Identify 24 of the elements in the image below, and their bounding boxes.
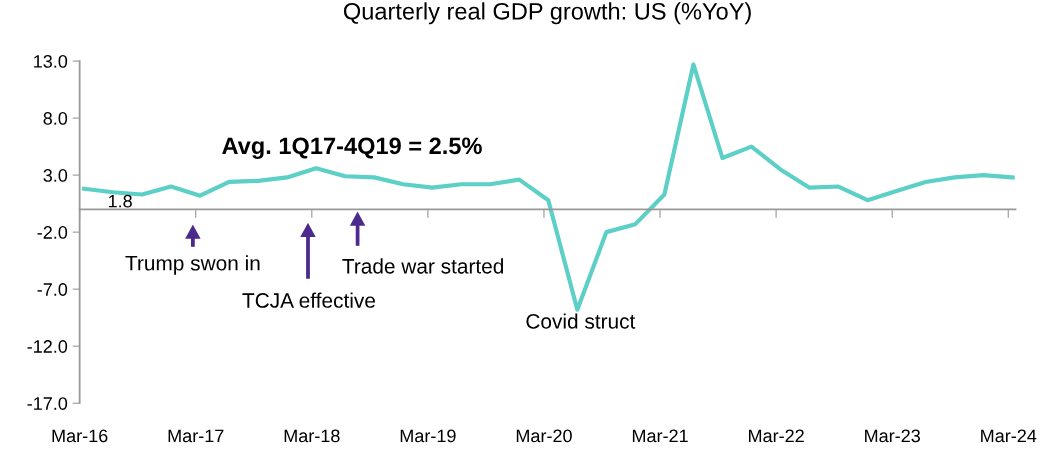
x-tick-label: Mar-24 — [981, 429, 1037, 443]
annotation: Avg. 1Q17-4Q19 = 2.5% — [222, 137, 482, 159]
data-label: 1.8 — [108, 194, 132, 208]
x-tick-label: Mar-17 — [168, 429, 224, 443]
line-series — [81, 62, 1015, 312]
y-tick-label: -2.0 — [37, 226, 68, 239]
annotation: TCJA effective — [242, 292, 375, 308]
y-tick-label: -17.0 — [27, 397, 68, 410]
chart-title: Quarterly real GDP growth: US (%YoY) — [343, 2, 751, 25]
x-tick-label: Mar-19 — [400, 429, 456, 443]
x-tick-label: Mar-18 — [284, 429, 340, 443]
x-tick-label: Mar-20 — [516, 429, 572, 443]
y-tick-label: 8.0 — [43, 112, 68, 125]
y-tick-label: -7.0 — [37, 283, 68, 296]
x-tick-label: Mar-22 — [748, 429, 804, 443]
y-tick-label: 13.0 — [34, 55, 68, 68]
annotation: Trade war started — [342, 258, 504, 274]
x-tick-label: Mar-23 — [865, 429, 920, 443]
x-tick-label: Mar-21 — [632, 429, 688, 443]
y-tick-label: -12.0 — [27, 340, 68, 353]
y-tick-label: 3.0 — [43, 169, 68, 182]
annotation: Trump swon in — [125, 255, 260, 275]
x-tick-label: Mar-16 — [52, 429, 108, 443]
annotation: Covid struct — [526, 313, 636, 329]
